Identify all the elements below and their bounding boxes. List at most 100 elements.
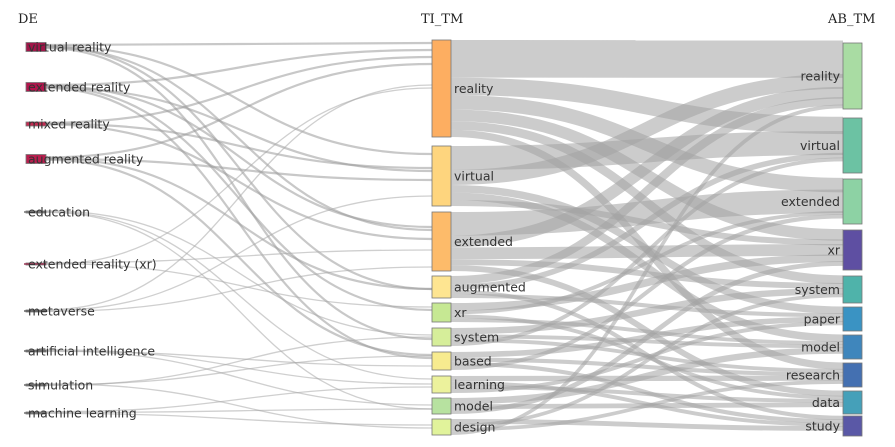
node-label-ab-tm-reality: reality [801, 69, 841, 84]
link-extended-reality-to-reality [45, 48, 433, 87]
link-augmented-reality-to-virtual [45, 157, 433, 182]
link-xr-to-extended [450, 211, 844, 315]
link-augmented-reality-to-reality [45, 62, 433, 159]
node-label-ab-tm-paper: paper [804, 312, 841, 327]
node-label-ti-tm-system: system [454, 330, 499, 345]
node-label-ab-tm-model: model [801, 340, 840, 355]
link-simulation-to-system [45, 336, 433, 387]
link-simulation-to-design [45, 383, 433, 429]
node-label-ab-tm-study: study [805, 419, 840, 434]
link-augmented-to-virtual [450, 152, 844, 290]
node-label-ti-tm-xr: xr [454, 305, 467, 320]
link-reality-to-xr [450, 109, 844, 241]
link-machine-learning-to-design [45, 412, 433, 426]
link-machine-learning-to-learning [45, 386, 433, 413]
column-title-ab-tm: AB_TM [827, 12, 875, 27]
link-simulation-to-based [45, 355, 433, 386]
node-label-ti-tm-learning: learning [454, 377, 505, 392]
link-system-to-system [450, 287, 844, 335]
node-label-de-extended-reality-xr: extended reality (xr) [28, 257, 157, 272]
link-metaverse-to-virtual [45, 195, 433, 312]
node-ab-tm-xr[interactable] [842, 229, 863, 271]
node-ab-tm-study[interactable] [842, 415, 863, 437]
node-label-de-education: education [28, 205, 90, 220]
node-label-ti-tm-design: design [454, 420, 495, 435]
node-de-augmented-reality[interactable] [25, 154, 47, 164]
node-ab-tm-virtual[interactable] [842, 117, 863, 174]
link-machine-learning-to-model [45, 408, 433, 414]
link-augmented-to-paper [450, 293, 844, 318]
link-learning-to-paper [450, 321, 844, 393]
node-label-de-metaverse: metaverse [28, 304, 95, 319]
link-metaverse-to-reality [45, 84, 433, 311]
node-label-ab-tm-system: system [795, 282, 840, 297]
link-virtual-reality-to-virtual [45, 44, 433, 156]
node-ti-tm-extended[interactable] [431, 211, 452, 272]
link-extended-to-reality [450, 86, 844, 248]
node-ti-tm-system[interactable] [431, 327, 452, 347]
link-augmented-reality-to-augmented [45, 157, 433, 291]
link-model-to-xr [450, 261, 844, 414]
node-ti-tm-xr[interactable] [431, 302, 452, 323]
node-label-ab-tm-virtual: virtual [800, 138, 840, 153]
link-augmented-to-reality [450, 97, 844, 285]
link-system-to-model [450, 334, 844, 349]
node-ab-tm-model[interactable] [842, 334, 863, 360]
node-ab-tm-paper[interactable] [842, 306, 863, 332]
node-ab-tm-reality[interactable] [842, 42, 863, 110]
node-ab-tm-extended[interactable] [842, 178, 863, 225]
node-label-de-augmented-reality: augmented reality [28, 152, 144, 167]
link-xr-to-xr [450, 254, 844, 311]
node-ti-tm-reality[interactable] [431, 39, 452, 138]
node-layer [24, 39, 863, 437]
node-label-de-artificial-intelligence: artificial intelligence [28, 344, 155, 359]
node-ti-tm-augmented[interactable] [431, 275, 452, 299]
link-design-to-system [450, 293, 844, 428]
link-extended-reality-xr-to-reality [45, 87, 433, 266]
link-xr-to-model [450, 318, 844, 345]
node-ab-tm-system[interactable] [842, 275, 863, 304]
node-label-ti-tm-extended: extended [454, 234, 513, 249]
node-de-virtual-reality[interactable] [25, 42, 47, 52]
link-education-to-learning [45, 210, 433, 380]
link-virtual-reality-to-augmented [45, 45, 433, 291]
link-mixed-reality-to-extended [45, 123, 433, 241]
node-label-ab-tm-data: data [812, 395, 840, 410]
link-virtual-reality-to-system [45, 47, 433, 341]
node-label-ti-tm-virtual: virtual [454, 169, 494, 184]
link-mixed-reality-to-reality [45, 55, 433, 124]
node-label-ti-tm-augmented: augmented [454, 280, 526, 295]
link-extended-to-system [450, 259, 844, 289]
link-augmented-reality-to-based [45, 158, 433, 357]
node-de-mixed-reality[interactable] [25, 121, 47, 127]
node-label-ti-tm-model: model [454, 399, 493, 414]
node-ti-tm-virtual[interactable] [431, 145, 452, 207]
label-layer: virtual reality extended reality mixed rea… [28, 40, 841, 435]
column-title-ti-tm: TI_TM [421, 12, 463, 27]
link-education-to-system [45, 210, 433, 336]
link-education-to-model [45, 211, 433, 410]
link-design-to-research [450, 380, 844, 432]
link-system-to-virtual [450, 157, 844, 346]
node-ti-tm-design[interactable] [431, 418, 452, 436]
link-virtual-reality-to-reality [45, 41, 433, 47]
node-ab-tm-research[interactable] [842, 362, 863, 388]
link-design-to-reality [450, 104, 844, 436]
node-label-ab-tm-extended: extended [781, 194, 840, 209]
link-model-to-model [450, 347, 844, 405]
node-label-de-mixed-reality: mixed reality [28, 117, 110, 132]
node-label-ti-tm-reality: reality [454, 81, 494, 96]
node-ab-tm-data[interactable] [842, 390, 863, 415]
node-ti-tm-learning[interactable] [431, 375, 452, 394]
link-design-to-study [450, 419, 844, 431]
node-label-de-virtual-reality: virtual reality [28, 40, 112, 55]
link-extended-reality-xr-to-xr [45, 262, 433, 308]
links-de-to-ti [45, 41, 433, 429]
node-label-de-machine-learning: machine learning [28, 406, 137, 421]
link-virtual-to-virtual [450, 130, 844, 170]
node-ti-tm-based[interactable] [431, 351, 452, 371]
link-based-to-extended [450, 214, 844, 370]
node-de-extended-reality[interactable] [25, 82, 47, 92]
node-ti-tm-model[interactable] [431, 397, 452, 415]
link-mixed-reality-to-virtual [45, 122, 433, 170]
